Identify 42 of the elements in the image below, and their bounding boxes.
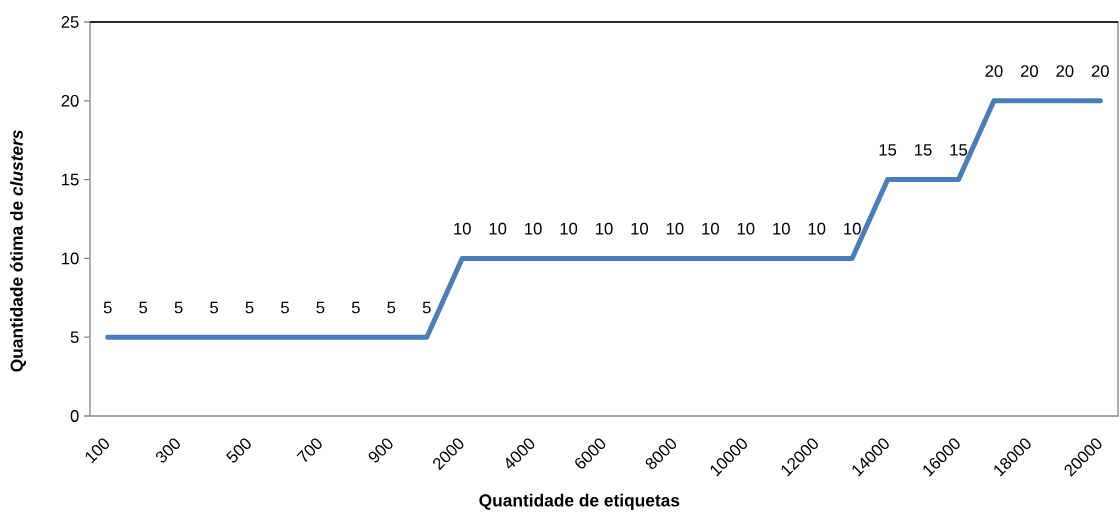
x-tick-label: 100 bbox=[85, 438, 109, 464]
data-label: 20 bbox=[985, 65, 1003, 77]
data-label: 10 bbox=[454, 222, 471, 235]
y-tick-label: 5 bbox=[70, 331, 79, 344]
x-tick-label: 700 bbox=[296, 438, 322, 463]
data-label: 5 bbox=[316, 301, 325, 314]
data-label: 5 bbox=[174, 301, 183, 314]
x-tick-label: 500 bbox=[226, 438, 251, 463]
data-label: 10 bbox=[596, 222, 613, 235]
y-tick-label: 20 bbox=[61, 94, 79, 107]
x-tick-label: 900 bbox=[368, 438, 393, 463]
data-label: 5 bbox=[422, 301, 431, 314]
data-label: 10 bbox=[844, 222, 861, 235]
data-label: 10 bbox=[773, 222, 790, 235]
y-tick-label: 25 bbox=[61, 16, 79, 28]
y-tick-label: 0 bbox=[70, 410, 79, 422]
y-axis-title: Quantidade ótima de clusters bbox=[9, 130, 27, 372]
data-label: 15 bbox=[915, 144, 932, 156]
x-axis-title: Quantidade de etiquetas bbox=[479, 493, 680, 510]
data-label: 10 bbox=[631, 222, 649, 235]
data-label: 15 bbox=[879, 144, 897, 156]
data-label: 10 bbox=[702, 222, 719, 235]
data-label: 10 bbox=[666, 222, 684, 235]
x-tick-label: 300 bbox=[155, 438, 180, 463]
data-label: 5 bbox=[103, 301, 112, 314]
data-label: 5 bbox=[139, 301, 148, 314]
data-label: 20 bbox=[1091, 65, 1109, 77]
data-label: 15 bbox=[950, 144, 968, 156]
data-label: 5 bbox=[210, 301, 219, 314]
data-label: 10 bbox=[525, 222, 542, 235]
data-label: 20 bbox=[1020, 65, 1038, 77]
y-tick-label: 10 bbox=[62, 252, 79, 265]
y-tick-label: 15 bbox=[62, 173, 79, 186]
data-label: 10 bbox=[560, 222, 578, 235]
data-label: 5 bbox=[245, 301, 254, 314]
data-label: 10 bbox=[489, 222, 507, 235]
data-label: 5 bbox=[281, 301, 289, 314]
data-label: 10 bbox=[737, 222, 755, 235]
data-label: 10 bbox=[808, 222, 826, 235]
data-label: 20 bbox=[1056, 65, 1074, 77]
data-label: 5 bbox=[351, 301, 360, 314]
data-label: 5 bbox=[387, 301, 396, 314]
